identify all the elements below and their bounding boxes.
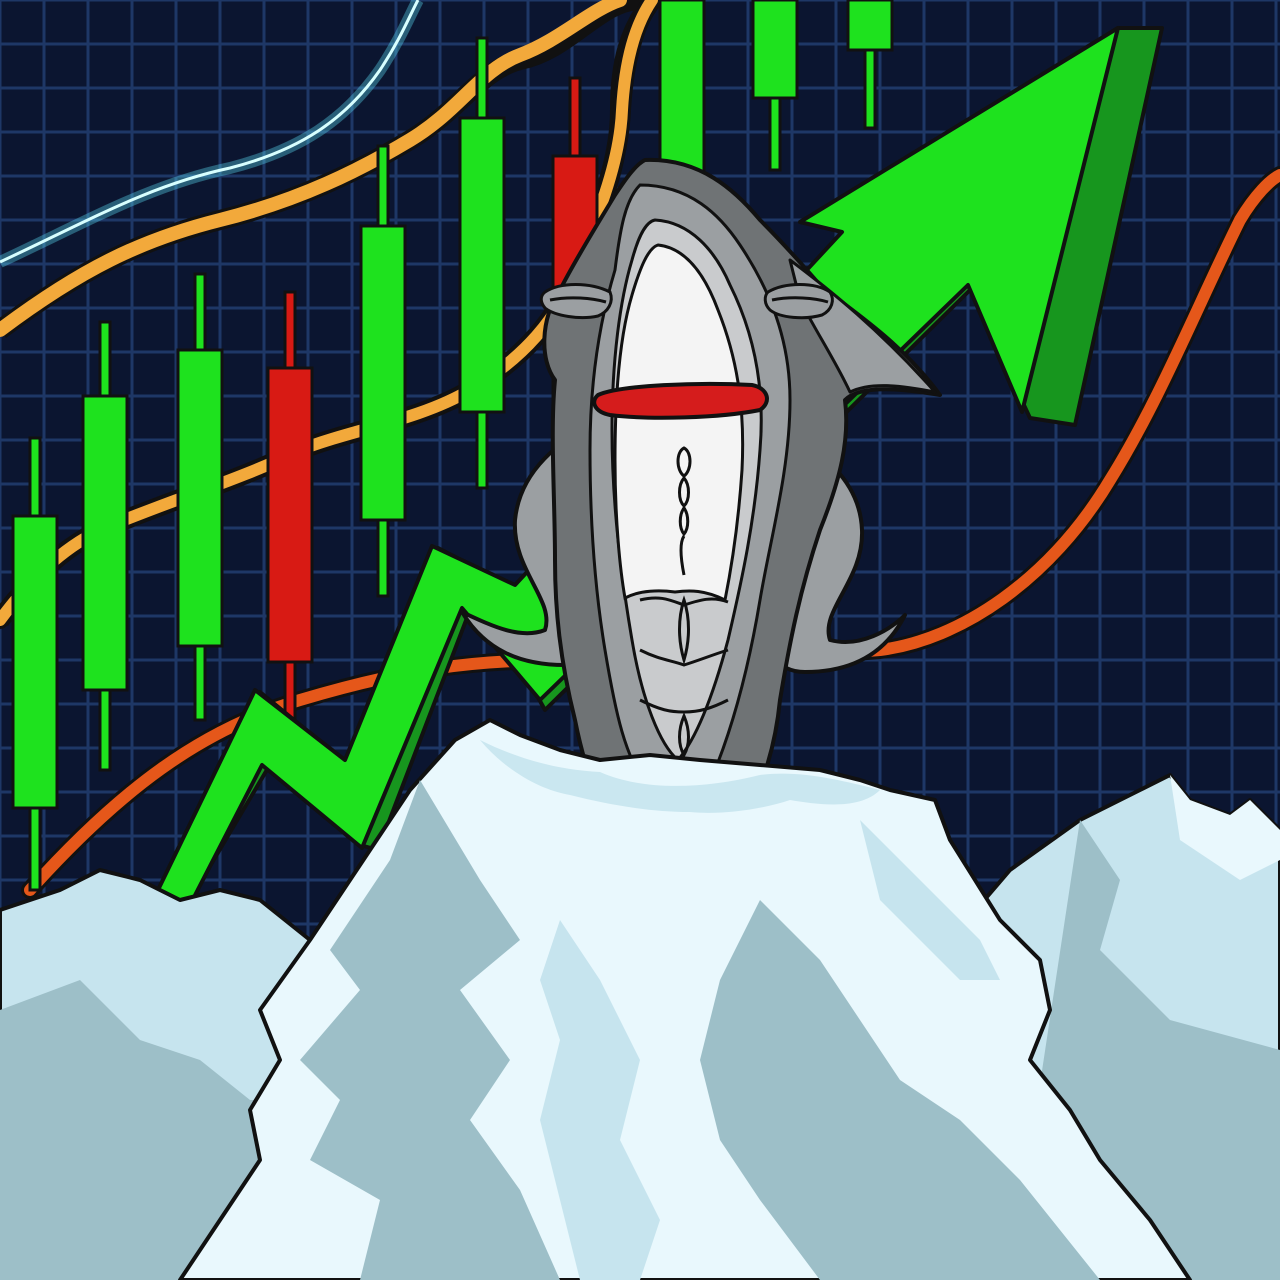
candle-body <box>266 366 314 664</box>
candle-up <box>751 0 799 172</box>
candle-wick <box>863 0 877 130</box>
iceberg-shadow-1 <box>300 780 560 1280</box>
whale-mouth <box>592 381 769 420</box>
ice-around-whale <box>480 740 880 813</box>
candle-up <box>11 436 59 892</box>
iceberg-shadow-3 <box>540 920 660 1280</box>
candle-up <box>81 320 129 772</box>
candle-body <box>458 116 506 414</box>
candle-body <box>11 514 59 810</box>
candle-body <box>846 0 894 52</box>
candle-down <box>266 290 314 722</box>
iceberg-shadow-2 <box>700 900 1100 1280</box>
candle-body <box>176 348 224 648</box>
whale-left-eye <box>539 283 613 320</box>
cyan-glow-line <box>0 0 424 268</box>
candle-body <box>751 0 799 100</box>
whale-throat-groove <box>676 446 692 576</box>
candle-body <box>359 224 407 522</box>
candle-up <box>359 144 407 598</box>
candle-body <box>81 394 129 692</box>
candle-up <box>846 0 894 130</box>
iceberg-mountains <box>0 718 1280 1280</box>
candle-up <box>458 36 506 490</box>
whale-belly <box>613 243 745 603</box>
whale-right-eye <box>763 283 834 320</box>
candle-up <box>176 272 224 722</box>
